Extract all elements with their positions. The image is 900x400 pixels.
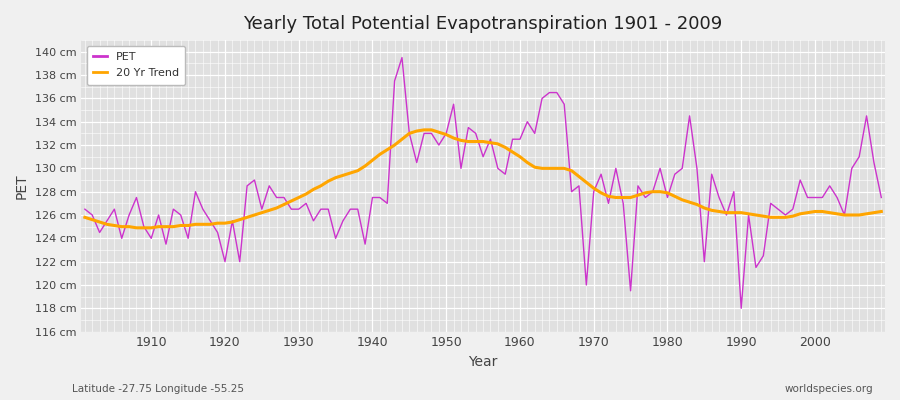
20 Yr Trend <box>352 168 363 173</box>
20 Yr Trend <box>876 209 886 214</box>
Line: 20 Yr Trend: 20 Yr Trend <box>85 130 881 228</box>
PET <box>876 195 886 200</box>
PET <box>79 207 90 212</box>
20 Yr Trend <box>522 160 533 165</box>
Legend: PET, 20 Yr Trend: PET, 20 Yr Trend <box>86 46 185 85</box>
20 Yr Trend <box>617 195 628 200</box>
20 Yr Trend <box>529 165 540 170</box>
Line: PET: PET <box>85 58 881 308</box>
PET <box>301 201 311 206</box>
Text: worldspecies.org: worldspecies.org <box>785 384 873 394</box>
PET <box>736 306 747 311</box>
PET <box>345 207 356 212</box>
Y-axis label: PET: PET <box>15 173 29 199</box>
PET <box>522 119 533 124</box>
20 Yr Trend <box>146 226 157 230</box>
PET <box>397 55 408 60</box>
20 Yr Trend <box>79 215 90 220</box>
PET <box>139 224 149 229</box>
PET <box>515 137 526 142</box>
Text: Latitude -27.75 Longitude -55.25: Latitude -27.75 Longitude -55.25 <box>72 384 244 394</box>
Title: Yearly Total Potential Evapotranspiration 1901 - 2009: Yearly Total Potential Evapotranspiratio… <box>244 15 723 33</box>
X-axis label: Year: Year <box>468 355 498 369</box>
20 Yr Trend <box>131 226 142 230</box>
PET <box>610 166 621 171</box>
20 Yr Trend <box>418 128 429 132</box>
20 Yr Trend <box>308 187 319 192</box>
